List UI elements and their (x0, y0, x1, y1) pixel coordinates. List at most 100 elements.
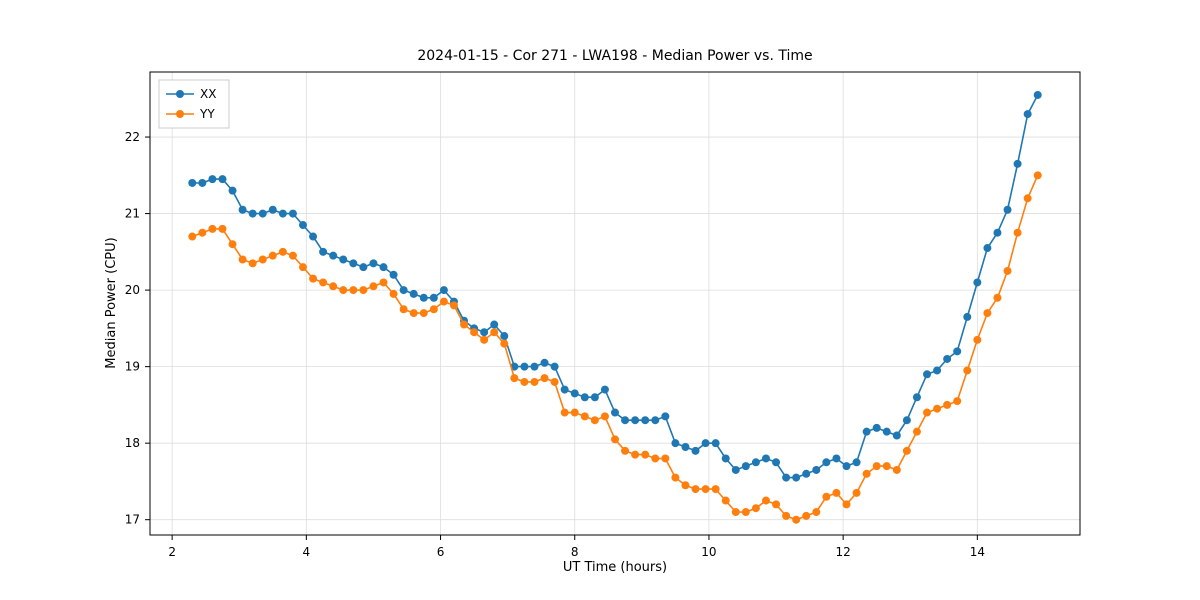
series-marker-xx (238, 205, 247, 214)
series-marker-xx (359, 263, 368, 272)
series-marker-xx (973, 278, 982, 287)
series-marker-xx (369, 259, 378, 268)
series-marker-yy (852, 488, 861, 497)
series-marker-xx (379, 263, 388, 272)
series-marker-yy (490, 328, 499, 337)
series-marker-yy (369, 282, 378, 291)
series-marker-xx (772, 458, 781, 467)
series-marker-xx (490, 320, 499, 329)
series-marker-yy (258, 255, 267, 264)
series-marker-xx (600, 385, 609, 394)
series-marker-xx (943, 354, 952, 363)
series-marker-xx (611, 408, 619, 417)
series-marker-xx (550, 362, 559, 371)
series-marker-yy (802, 511, 811, 520)
y-tick-label: 18 (125, 436, 140, 450)
series-marker-yy (862, 469, 871, 478)
series-marker-xx (278, 209, 287, 218)
series-marker-yy (621, 446, 630, 455)
series-marker-yy (600, 412, 609, 421)
series-marker-yy (711, 485, 720, 494)
series-marker-yy (460, 320, 469, 329)
series-marker-xx (319, 247, 328, 256)
series-marker-xx (520, 362, 529, 371)
series-marker-yy (933, 404, 942, 413)
x-tick-label: 4 (303, 545, 311, 559)
series-marker-xx (882, 427, 891, 436)
series-marker-yy (973, 335, 982, 344)
y-tick-label: 22 (125, 130, 140, 144)
legend-marker-yy (176, 110, 184, 118)
x-axis-label: UT Time (hours) (562, 560, 668, 575)
series-marker-xx (218, 175, 227, 184)
series-marker-yy (379, 278, 388, 287)
series-marker-yy (248, 259, 257, 268)
series-marker-xx (228, 186, 237, 195)
series-marker-yy (1033, 171, 1042, 180)
series-marker-yy (218, 224, 227, 233)
series-marker-yy (510, 374, 519, 383)
series-marker-yy (661, 454, 670, 463)
series-marker-yy (731, 508, 740, 517)
series-marker-xx (570, 389, 579, 398)
series-marker-xx (1023, 110, 1032, 119)
series-marker-yy (1023, 194, 1032, 203)
series-marker-yy (439, 297, 448, 306)
series-marker-yy (470, 328, 479, 337)
series-marker-xx (248, 209, 257, 218)
series-marker-xx (852, 458, 861, 467)
series-marker-xx (721, 454, 730, 463)
series-marker-yy (872, 462, 881, 471)
series-marker-xx (842, 462, 851, 471)
series-marker-xx (480, 328, 489, 337)
series-marker-yy (782, 511, 791, 520)
series-marker-xx (409, 289, 418, 298)
series-marker-yy (278, 247, 287, 256)
legend-label-yy: YY (199, 107, 215, 121)
series-marker-yy (570, 408, 579, 417)
series-marker-xx (761, 454, 770, 463)
series-marker-xx (288, 209, 297, 218)
series-marker-xx (933, 366, 942, 375)
series-marker-yy (530, 377, 539, 386)
series-marker-xx (902, 416, 911, 425)
series-marker-yy (842, 500, 851, 509)
series-marker-yy (429, 305, 438, 314)
series-line-yy (192, 174, 1039, 521)
legend-marker-xx (176, 90, 184, 98)
series-marker-xx (892, 431, 901, 440)
series-marker-xx (741, 462, 750, 471)
series-marker-xx (439, 286, 448, 295)
series-marker-xx (681, 442, 690, 451)
series-marker-yy (288, 251, 297, 260)
series-marker-xx (691, 446, 700, 455)
series-marker-yy (882, 462, 891, 471)
series-marker-yy (912, 427, 921, 436)
series-marker-xx (782, 473, 791, 482)
series-marker-yy (319, 278, 328, 287)
series-marker-yy (1003, 266, 1012, 275)
series-marker-xx (993, 228, 1002, 237)
series-marker-yy (671, 473, 680, 482)
x-tick-label: 8 (571, 545, 579, 559)
series-marker-xx (862, 427, 871, 436)
series-marker-xx (590, 393, 599, 402)
series-marker-yy (520, 377, 529, 386)
series-marker-yy (832, 488, 841, 497)
series-marker-xx (923, 370, 932, 379)
series-marker-xx (812, 465, 821, 474)
series-marker-yy (349, 286, 358, 295)
series-line-xx (192, 94, 1039, 479)
series-marker-xx (258, 209, 267, 218)
series-marker-xx (560, 385, 569, 394)
series-marker-yy (590, 416, 599, 425)
series-marker-yy (641, 450, 650, 459)
series-marker-yy (580, 412, 589, 421)
series-marker-yy (550, 377, 559, 386)
series-marker-xx (1013, 159, 1022, 168)
y-tick-label: 17 (125, 513, 140, 527)
series-marker-yy (339, 286, 348, 295)
x-tick-label: 10 (701, 545, 716, 559)
series-marker-yy (983, 309, 992, 318)
